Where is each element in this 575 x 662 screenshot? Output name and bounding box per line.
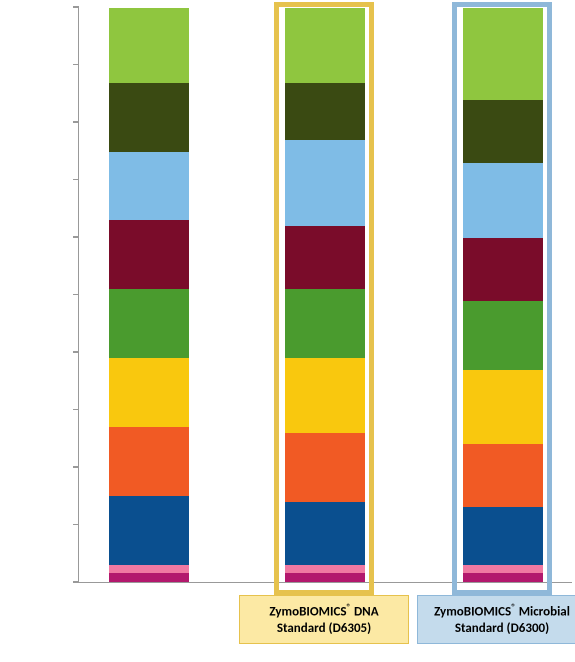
highlight-box <box>452 2 552 595</box>
y-tick <box>73 351 79 353</box>
bar-segment <box>109 427 189 496</box>
bar-segment <box>109 83 189 152</box>
highlight-box <box>274 2 374 595</box>
y-tick <box>73 6 79 8</box>
bar-segment <box>109 358 189 427</box>
bar-segment <box>109 220 189 289</box>
bar-segment <box>109 152 189 221</box>
y-tick <box>73 64 79 66</box>
y-tick <box>73 581 79 583</box>
bar-theoretical <box>109 8 189 582</box>
y-tick <box>73 236 79 238</box>
y-tick <box>73 524 79 526</box>
y-tick <box>73 294 79 296</box>
bar-segment <box>109 496 189 565</box>
bar-segment <box>109 289 189 358</box>
y-tick <box>73 466 79 468</box>
bar-label: ZymoBIOMICS® DNA Standard (D6305) <box>239 595 409 644</box>
y-tick <box>73 179 79 181</box>
bar-label: ZymoBIOMICS® Microbial Standard (D6300) <box>417 595 575 644</box>
y-tick <box>73 121 79 123</box>
bar-segment <box>109 8 189 83</box>
bar-segment <box>109 573 189 582</box>
y-tick <box>73 409 79 411</box>
bar-segment <box>109 565 189 574</box>
